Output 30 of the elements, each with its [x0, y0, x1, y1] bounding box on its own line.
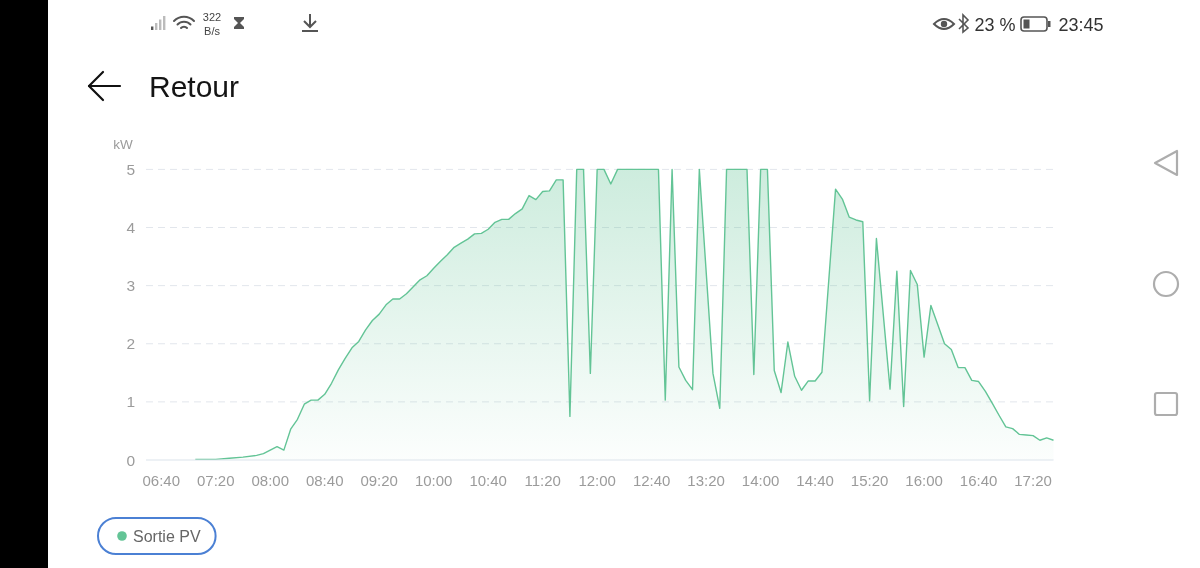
- y-tick-label: 3: [126, 277, 135, 295]
- text: 23:45: [1058, 15, 1104, 35]
- x-tick-label: 08:00: [251, 472, 290, 489]
- text: B/s: [204, 25, 221, 37]
- text: 322: [202, 11, 222, 23]
- y-tick-label: 0: [126, 451, 136, 469]
- x-tick-label: 11:20: [524, 472, 561, 489]
- x-tick-label: 09:20: [360, 472, 398, 489]
- chart-title: Retour: [149, 70, 240, 103]
- x-tick-label: 07:20: [196, 472, 235, 489]
- x-tick-label: 12:40: [632, 472, 671, 489]
- x-tick-label: 12:00: [578, 472, 616, 489]
- y-tick-label: 5: [126, 160, 135, 178]
- y-tick-label: 4: [126, 219, 136, 237]
- x-tick-label: 14:00: [741, 472, 780, 489]
- x-tick-label: 10:00: [414, 472, 453, 489]
- y-tick-label: 1: [126, 393, 135, 411]
- x-tick-label: 16:40: [959, 472, 998, 489]
- y-tick-label: 2: [126, 335, 135, 353]
- x-tick-label: 13:20: [687, 472, 725, 489]
- y-axis-title: kW: [113, 137, 133, 152]
- x-tick-label: 16:00: [905, 472, 943, 489]
- legend-label: Sortie PV: [133, 528, 201, 545]
- x-tick-label: 15:20: [850, 472, 889, 489]
- x-tick-label: 10:40: [469, 472, 507, 489]
- text: 23 %: [974, 15, 1016, 35]
- x-tick-label: 17:20: [1014, 472, 1052, 489]
- x-tick-label: 14:40: [796, 472, 834, 489]
- x-tick-label: 08:40: [305, 472, 344, 489]
- x-tick-label: 06:40: [142, 472, 181, 489]
